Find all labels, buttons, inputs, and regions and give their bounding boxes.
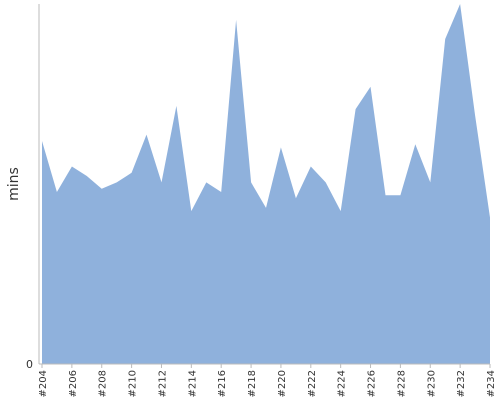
x-tick-label: #222 (307, 370, 318, 397)
y-tick-label-0: 0 (26, 358, 33, 371)
x-tick-label: #232 (456, 370, 467, 397)
x-tick-label: #204 (38, 370, 49, 397)
x-tick-label: #218 (247, 370, 258, 397)
x-tick-label: #228 (396, 370, 407, 397)
y-axis-label: mins (6, 167, 22, 201)
x-tick-label: #234 (486, 370, 497, 397)
series-area (42, 4, 490, 364)
x-tick-label: #210 (128, 370, 139, 397)
x-tick-label: #206 (68, 370, 79, 397)
x-tick-label: #214 (187, 370, 198, 397)
x-tick-label: #226 (367, 370, 378, 397)
x-tick-label: #208 (98, 370, 109, 397)
x-tick-label: #212 (157, 370, 168, 397)
x-axis-ticks: #204 #206 #208 #210 #212 #214 #216 #218 #220 #222… (38, 364, 497, 397)
x-tick-label: #224 (337, 370, 348, 397)
x-tick-label: #216 (217, 370, 228, 397)
x-tick-label: #230 (426, 370, 437, 397)
x-tick-label: #220 (277, 370, 288, 397)
